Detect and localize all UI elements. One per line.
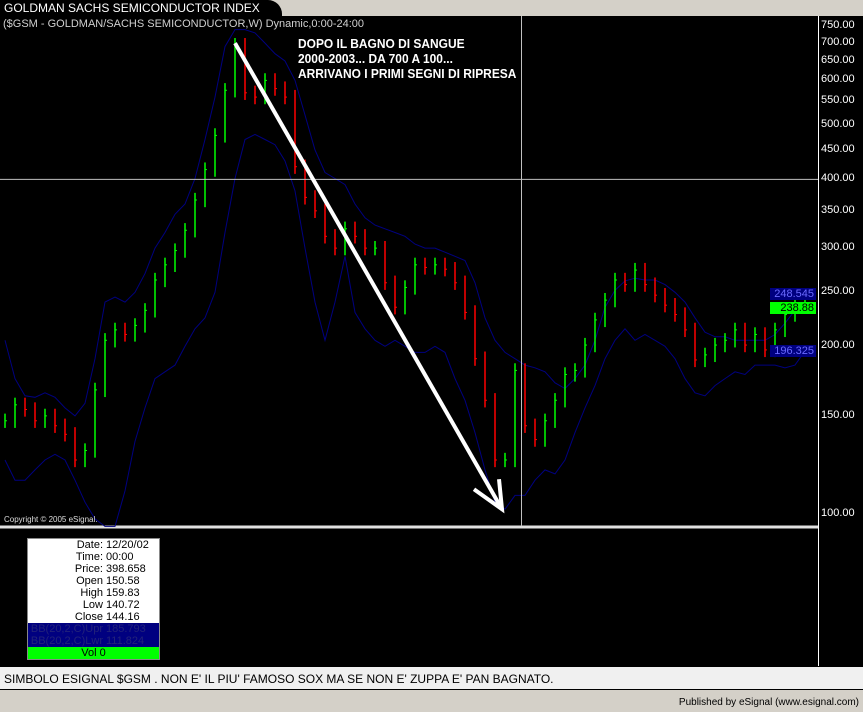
data-label: Close xyxy=(74,611,103,623)
data-row: High 159.83 xyxy=(28,587,159,599)
data-label: Open xyxy=(76,575,103,587)
trend-arrow xyxy=(233,42,504,511)
bollinger-upper-band xyxy=(4,29,806,417)
price-label: 196.325 xyxy=(770,344,816,357)
annotation-line: 2000-2003... DA 700 A 100... xyxy=(298,51,453,66)
y-tick-label: 100.00 xyxy=(821,507,855,519)
data-row: Date: 12/20/02 xyxy=(28,539,159,551)
y-tick-label: 400.00 xyxy=(821,171,855,184)
footer-credit: Published by eSignal (www.esignal.com) xyxy=(678,697,859,708)
data-value: 398.658 xyxy=(106,563,146,575)
data-window: Date: 12/20/02 Time: 00:00 Price: 398.658 Open… xyxy=(27,538,160,660)
y-tick-label: 600.00 xyxy=(821,73,855,86)
y-tick-label: 200.00 xyxy=(821,339,855,352)
data-row: Low 140.72 xyxy=(28,599,159,611)
y-tick-label: 450.00 xyxy=(821,143,855,155)
price-chart[interactable] xyxy=(0,16,863,666)
chart-tab[interactable]: GOLDMAN SACHS SEMICONDUCTOR INDEX xyxy=(0,0,282,16)
bb-lower-row: BB(20,2,C)Lwr 111.824 xyxy=(28,635,159,647)
data-label: High xyxy=(80,587,103,599)
volume-value: 0 xyxy=(99,647,106,659)
bb-upper-label: BB(20,2,C)Upr xyxy=(30,623,103,635)
y-tick-label: 300.00 xyxy=(821,241,855,254)
price-label: 238.88 xyxy=(770,301,816,314)
tab-bar: GOLDMAN SACHS SEMICONDUCTOR INDEX xyxy=(0,0,863,16)
annotation-line: ARRIVANO I PRIMI SEGNI DI RIPRESA xyxy=(298,66,517,81)
copyright: Copyright © 2005 eSignal. xyxy=(4,515,98,524)
annotation-line: DOPO IL BAGNO DI SANGUE xyxy=(298,36,465,51)
y-tick-label: 700.00 xyxy=(821,36,855,49)
chart-header: ($GSM - GOLDMAN/SACHS SEMICONDUCTOR,W) D… xyxy=(3,18,365,30)
volume-label: Vol xyxy=(81,647,97,659)
data-value: 140.72 xyxy=(106,599,140,611)
data-value: 159.83 xyxy=(106,587,140,599)
y-tick-label: 650.00 xyxy=(821,54,855,67)
y-tick-label: 750.00 xyxy=(821,19,855,32)
bb-lower-label: BB(20,2,C)Lwr xyxy=(30,635,103,647)
data-value: 144.16 xyxy=(106,611,140,623)
volume-row: Vol 0 xyxy=(28,647,159,659)
arrow-head xyxy=(472,479,505,514)
data-value: 12/20/02 xyxy=(106,539,149,551)
data-row: Price: 398.658 xyxy=(28,563,159,575)
data-label: Price: xyxy=(74,563,103,575)
data-row: Time: 00:00 xyxy=(28,551,159,563)
data-label: Low xyxy=(82,599,103,611)
data-label: Date: xyxy=(76,539,103,551)
y-tick-label: 500.00 xyxy=(821,117,855,130)
y-tick-label: 350.00 xyxy=(821,203,855,216)
bb-upper-row: BB(20,2,C)Upr 185.793 xyxy=(28,623,159,635)
data-row: Open 150.58 xyxy=(28,575,159,587)
y-tick-label: 150.00 xyxy=(821,408,855,421)
comment-bar: SIMBOLO ESIGNAL $GSM . NON E' IL PIU' FA… xyxy=(0,666,863,690)
data-label: Time: xyxy=(75,551,103,563)
data-row: Close 144.16 xyxy=(28,611,159,623)
price-label: 248.545 xyxy=(770,287,816,300)
bb-upper-value: 185.793 xyxy=(106,623,146,635)
bb-lower-value: 111.824 xyxy=(106,635,145,647)
chart-annotation: DOPO IL BAGNO DI SANGUE 2000-2003... DA … xyxy=(298,36,516,81)
chart-area[interactable]: ($GSM - GOLDMAN/SACHS SEMICONDUCTOR,W) D… xyxy=(0,16,863,666)
data-value: 00:00 xyxy=(106,551,134,563)
y-tick-label: 250.00 xyxy=(821,285,855,298)
bollinger-lower-band xyxy=(4,133,806,527)
data-value: 150.58 xyxy=(106,575,140,587)
y-tick-label: 550.00 xyxy=(821,94,855,107)
